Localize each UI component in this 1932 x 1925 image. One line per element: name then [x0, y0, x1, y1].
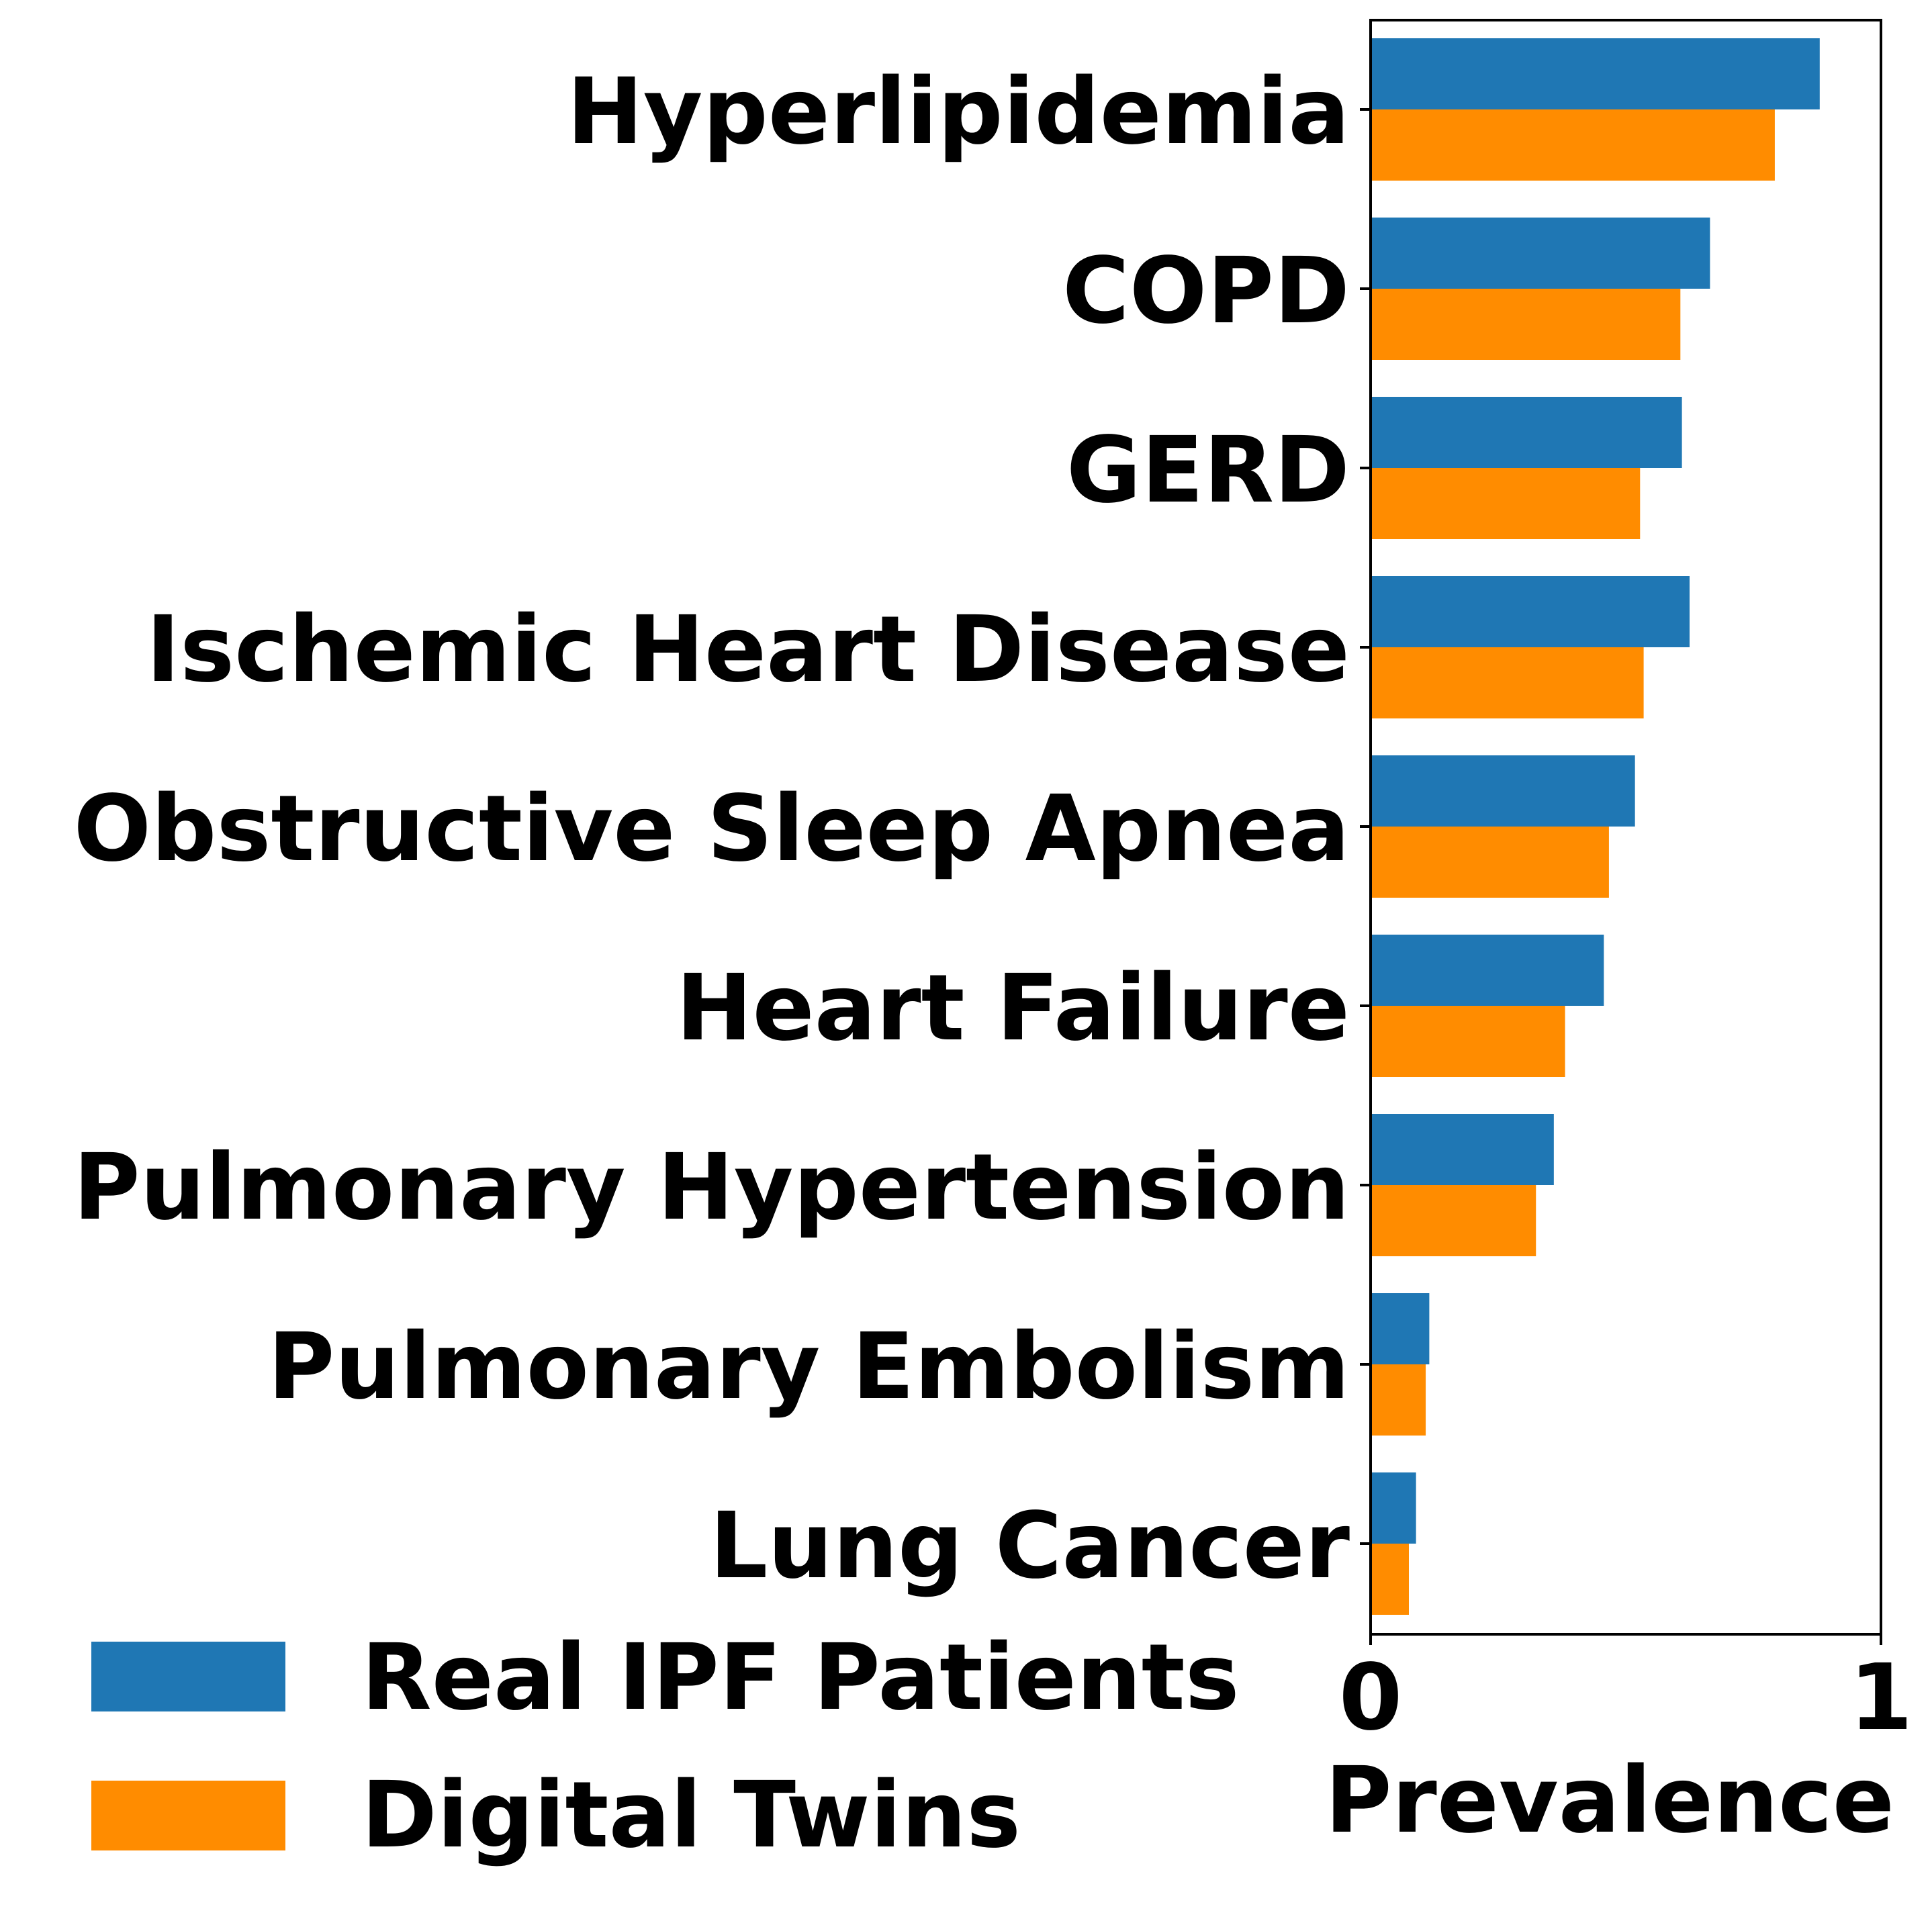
bar-real-ipf-patients-pulmonary-hypertension — [1371, 1114, 1554, 1185]
x-axis-label: Prevalence — [1325, 1748, 1894, 1854]
x-tick-label-0: 0 — [1339, 1645, 1403, 1751]
bar-digital-twins-lung-cancer — [1371, 1544, 1409, 1615]
bar-real-ipf-patients-gerd — [1371, 397, 1682, 468]
legend-label-digital-twins: Digital Twins — [361, 1763, 1021, 1869]
category-label-lung-cancer: Lung Cancer — [710, 1493, 1350, 1599]
category-label-ischemic-heart-disease: Ischemic Heart Disease — [146, 597, 1350, 703]
bar-digital-twins-pulmonary-embolism — [1371, 1364, 1426, 1436]
bar-digital-twins-ischemic-heart-disease — [1371, 647, 1644, 718]
category-label-obstructive-sleep-apnea: Obstructive Sleep Apnea — [74, 776, 1350, 882]
bar-real-ipf-patients-obstructive-sleep-apnea — [1371, 755, 1635, 827]
bar-real-ipf-patients-copd — [1371, 218, 1710, 289]
bar-real-ipf-patients-pulmonary-embolism — [1371, 1293, 1430, 1364]
legend-swatch-real-ipf-patients — [91, 1642, 285, 1711]
category-labels: Hyperlipidemia COPD GERD Ischemic Heart Dis… — [73, 59, 1350, 1599]
bar-real-ipf-patients-heart-failure — [1371, 935, 1604, 1006]
category-label-copd: COPD — [1062, 238, 1350, 344]
bar-digital-twins-gerd — [1371, 468, 1641, 539]
legend: Real IPF Patients Digital Twins — [91, 1625, 1240, 1869]
bar-digital-twins-hyperlipidemia — [1371, 109, 1775, 181]
bar-real-ipf-patients-lung-cancer — [1371, 1472, 1416, 1544]
bar-digital-twins-pulmonary-hypertension — [1371, 1185, 1536, 1256]
category-label-pulmonary-embolism: Pulmonary Embolism — [268, 1314, 1350, 1420]
category-label-gerd: GERD — [1066, 418, 1350, 524]
bar-real-ipf-patients-hyperlipidemia — [1371, 38, 1820, 109]
bar-digital-twins-copd — [1371, 289, 1681, 360]
legend-swatch-digital-twins — [91, 1781, 285, 1850]
bars-group — [1371, 38, 1820, 1615]
category-label-heart-failure: Heart Failure — [676, 955, 1350, 1062]
y-tick-marks — [1360, 108, 1371, 1545]
bar-digital-twins-heart-failure — [1371, 1006, 1565, 1077]
legend-label-real-ipf-patients: Real IPF Patients — [361, 1625, 1240, 1731]
category-label-pulmonary-hypertension: Pulmonary Hypertension — [73, 1135, 1350, 1241]
bar-digital-twins-obstructive-sleep-apnea — [1371, 827, 1609, 898]
x-tick-label-1: 1 — [1849, 1645, 1913, 1751]
axes-frame — [1369, 19, 1882, 1636]
x-axis: 0 1 Prevalence — [1325, 1634, 1913, 1854]
category-label-hyperlipidemia: Hyperlipidemia — [567, 59, 1350, 165]
bar-real-ipf-patients-ischemic-heart-disease — [1371, 576, 1690, 647]
